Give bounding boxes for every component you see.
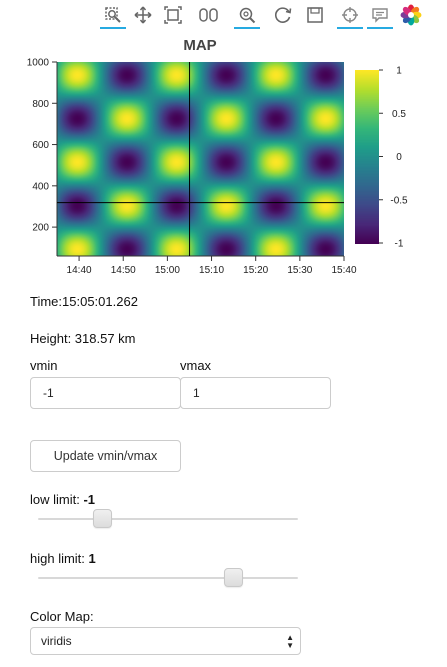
box-zoom-button[interactable] [100, 2, 126, 29]
colorbar-tick-label: 1 [396, 66, 402, 77]
vmin-input[interactable] [30, 377, 181, 409]
colormap-value: viridis [41, 634, 72, 648]
x-tick-label: 15:10 [199, 265, 224, 276]
colorbar-tick-label: 0 [396, 152, 402, 163]
colorbar-tick-label: -1 [395, 239, 404, 250]
reset-icon [274, 7, 292, 23]
y-tick-label: 400 [32, 181, 49, 192]
low-limit-value: -1 [83, 492, 96, 507]
select-arrows-icon: ▲ ▼ [286, 633, 294, 650]
pan-button[interactable] [130, 2, 156, 28]
high-limit-label: high limit: 1 [30, 551, 96, 566]
update-vmin-vmax-button[interactable]: Update vmin/vmax [30, 440, 181, 472]
vmin-label: vmin [30, 358, 58, 373]
y-tick-label: 600 [32, 140, 49, 151]
colorbar-tick-label: -0.5 [390, 195, 408, 206]
x-tick-label: 14:40 [67, 265, 92, 276]
bokeh-logo-link[interactable] [398, 2, 424, 28]
y-tick-label: 1000 [27, 58, 50, 69]
time-readout: Time:15:05:01.262 [30, 294, 138, 309]
low-limit-track[interactable] [38, 518, 298, 520]
x-tick-label: 15:40 [331, 265, 356, 276]
low-limit-label: low limit: -1 [30, 492, 95, 507]
chart-axes: 14:40 14:50 15:00 15:10 15:20 15:30 15:40 200 40… [27, 58, 408, 277]
vmax-label: vmax [180, 358, 212, 373]
hover-icon [372, 8, 388, 23]
colormap-select[interactable]: viridis ▲ ▼ [30, 627, 301, 655]
x-tick-label: 14:50 [111, 265, 136, 276]
heatmap-image[interactable] [57, 62, 344, 256]
heatmap-figure: MAP 14:40 14:50 15:00 15:10 15:20 15:30 15:40 2… [0, 34, 447, 284]
wheel-zoom-icon [239, 7, 256, 24]
x-tick-label: 15:00 [155, 265, 180, 276]
low-limit-handle[interactable] [93, 509, 112, 528]
wheel-zoom-button[interactable] [234, 2, 260, 29]
box-zoom-icon [105, 7, 121, 23]
chart-title: MAP [183, 37, 217, 54]
box-select-icon [164, 6, 182, 24]
height-readout: Height: 318.57 km [30, 331, 136, 346]
bokeh-logo-icon [400, 4, 422, 26]
colorbar [355, 70, 379, 244]
hover-button[interactable] [367, 2, 393, 29]
x-tick-label: 15:30 [287, 265, 312, 276]
pan-icon [134, 6, 152, 24]
lasso-select-icon [199, 8, 218, 22]
high-limit-handle[interactable] [224, 568, 243, 587]
high-limit-value: 1 [88, 551, 96, 566]
high-limit-track[interactable] [38, 577, 298, 579]
crosshair-icon [342, 7, 358, 23]
save-button[interactable] [302, 2, 328, 28]
high-limit-title: high limit: [30, 551, 89, 566]
save-icon [307, 7, 323, 23]
reset-button[interactable] [270, 2, 296, 28]
low-limit-title: low limit: [30, 492, 84, 507]
crosshair-button[interactable] [337, 2, 363, 29]
box-select-button[interactable] [160, 2, 186, 28]
x-tick-label: 15:20 [243, 265, 268, 276]
plot-toolbar [0, 0, 447, 30]
colorbar-tick-label: 0.5 [392, 109, 406, 120]
colormap-label: Color Map: [30, 609, 94, 624]
lasso-select-button[interactable] [196, 2, 222, 28]
y-tick-label: 200 [32, 223, 49, 234]
vmax-input[interactable] [180, 377, 331, 409]
y-tick-label: 800 [32, 99, 49, 110]
